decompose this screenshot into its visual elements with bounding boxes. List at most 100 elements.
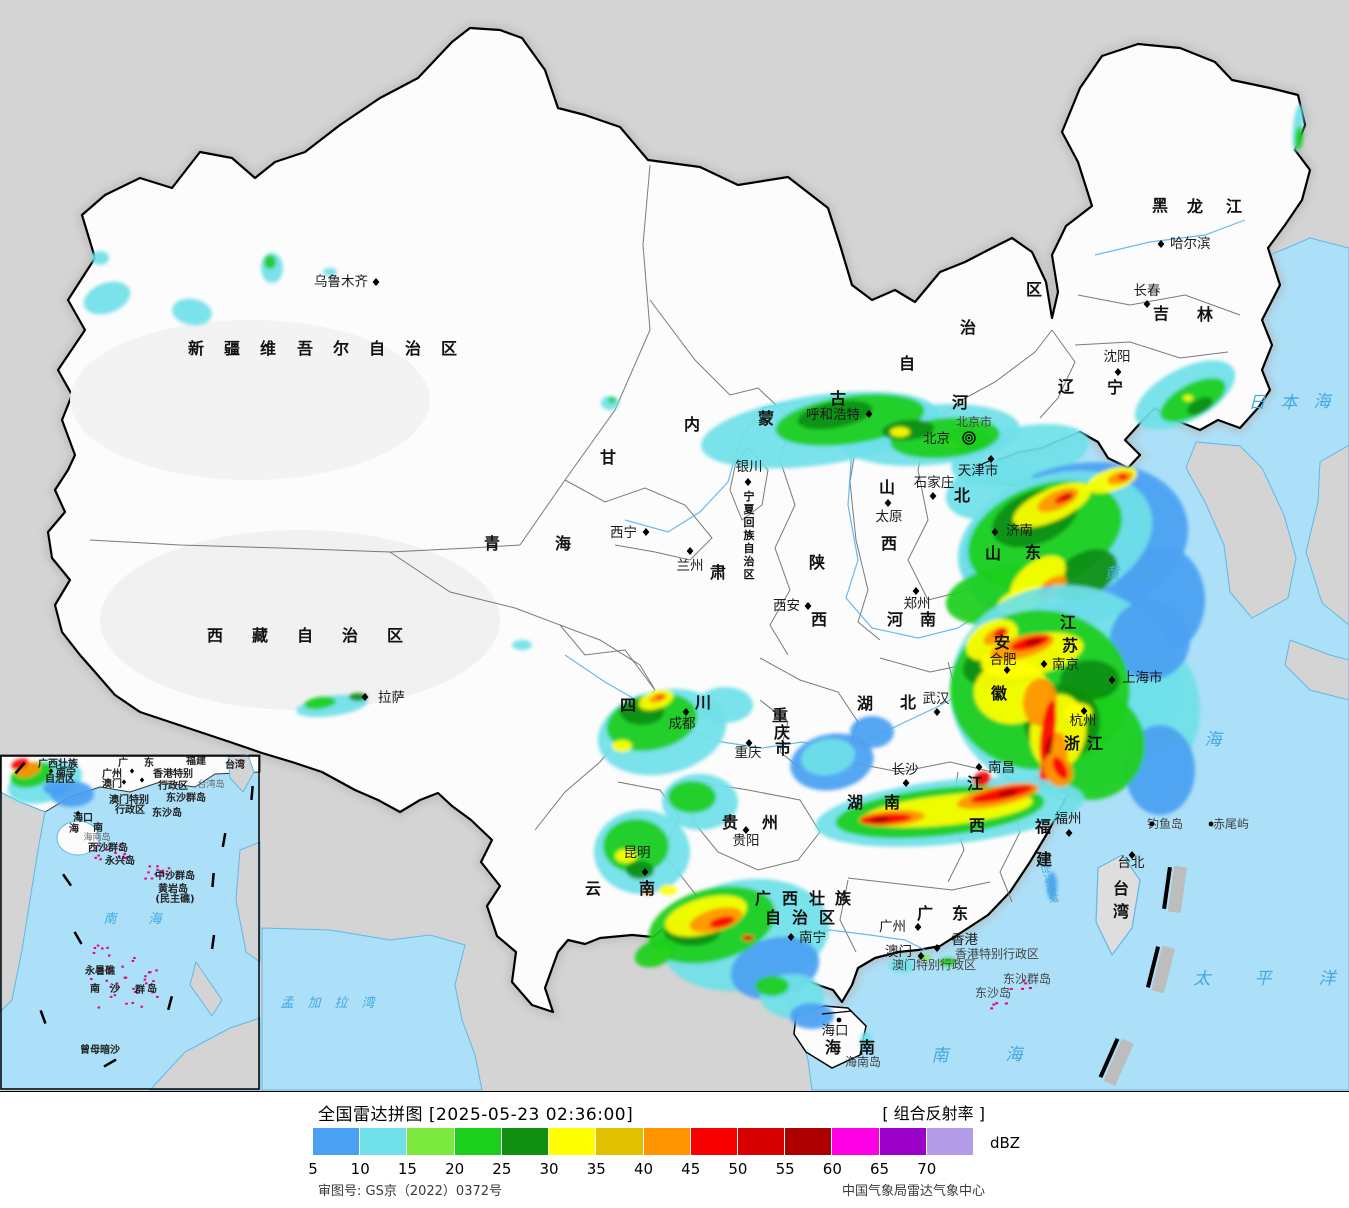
legend-tick: 40 <box>633 1160 654 1178</box>
province-label: 浙 <box>1064 734 1080 753</box>
city-label: 贵阳 <box>733 833 760 849</box>
legend-tick: 65 <box>870 1160 890 1178</box>
province-label: 自 <box>297 626 313 645</box>
radar-echo <box>634 938 678 968</box>
province-label: 治 <box>792 908 808 927</box>
pointer-line <box>977 460 990 467</box>
island-dot <box>147 971 151 974</box>
province-label: 自 <box>765 908 781 927</box>
river <box>624 401 1051 639</box>
legend-cell-50 <box>737 1128 786 1155</box>
inset-label: 澳门特别 <box>109 793 149 806</box>
city-marker <box>1108 676 1116 684</box>
radar-echo <box>1064 494 1072 500</box>
island-dot <box>109 985 112 988</box>
province-boundary <box>691 781 821 871</box>
radar-echo <box>790 1003 834 1029</box>
island-dot <box>990 1007 994 1010</box>
island-dot <box>93 946 97 949</box>
province-label: 甘 <box>600 448 616 467</box>
city-label: 天津市 <box>958 462 999 479</box>
province-label: 河 <box>952 393 968 412</box>
radar-echo <box>91 251 109 265</box>
province-label: 贵 <box>722 813 738 832</box>
island-dot <box>167 867 171 870</box>
radar-echo <box>659 885 677 895</box>
place-label: 香港特别行政区 <box>955 946 1039 961</box>
province-label: 徽 <box>990 684 1008 703</box>
foreign-landmass <box>1185 441 1297 619</box>
province-label: 台 <box>1113 879 1129 898</box>
island-dot <box>154 873 157 876</box>
radar-echo <box>264 255 276 269</box>
city-label: 香港 <box>951 932 979 948</box>
island-dot <box>148 865 152 868</box>
province-label: 海 <box>825 1038 841 1057</box>
province-label: 河 <box>887 610 903 629</box>
legend-cell-30 <box>549 1128 597 1155</box>
province-label: 自 <box>369 339 385 358</box>
radar-echo <box>172 298 212 326</box>
legend-tick: 35 <box>586 1160 606 1178</box>
province-label: 新 <box>188 339 204 358</box>
province-label: 区 <box>387 626 403 645</box>
island-dot <box>150 877 154 880</box>
boundary-dash <box>1145 946 1161 988</box>
province-label: 南 <box>859 1038 875 1057</box>
province-boundary <box>847 877 991 891</box>
city-label: 长春 <box>1134 283 1162 299</box>
sea-area <box>261 927 483 1091</box>
province-label: 族 <box>744 528 756 542</box>
island-dot <box>107 954 111 957</box>
island-dot <box>115 982 119 985</box>
radar-echo <box>871 816 889 824</box>
radar-map: 新疆维吾尔自治区西藏自治区青海内蒙古自治区甘肃陕西山西河北山东河南湖北湖南安徽江… <box>0 0 1349 1092</box>
island-dot <box>143 978 147 981</box>
boundary-dash <box>1098 1038 1120 1078</box>
radar-echo <box>697 687 753 723</box>
inset-label: 海南岛 <box>83 831 110 843</box>
inset-city-marker <box>121 779 127 785</box>
pointer-line <box>821 1010 853 1015</box>
legend-tick: 5 <box>308 1160 318 1178</box>
radar-echo <box>889 959 915 973</box>
radar-echo <box>323 268 337 276</box>
city-marker <box>991 528 999 536</box>
radar-echo <box>860 1032 872 1052</box>
legend-cell-70 <box>926 1128 975 1155</box>
island-dot <box>133 957 136 960</box>
city-label: 杭州 <box>1070 713 1097 729</box>
island-dot <box>113 994 117 997</box>
place-label: 钓鱼岛 <box>1147 816 1183 831</box>
capital-marker <box>967 436 971 440</box>
province-label: 重 <box>772 706 788 725</box>
inset-place-dot <box>76 811 80 815</box>
inset-sea-label: 海 <box>148 912 163 927</box>
legend-tick: 30 <box>539 1160 559 1178</box>
inset-landmass <box>235 841 261 963</box>
island-dot <box>992 1003 996 1006</box>
city-label: 南昌 <box>988 760 1015 776</box>
inset-label: 澳门 <box>102 777 122 790</box>
legend-tick: 50 <box>728 1160 748 1178</box>
province-label: 山 <box>879 478 895 497</box>
province-boundary <box>1077 294 1241 316</box>
legend-cell-5 <box>313 1128 361 1155</box>
island-dot <box>156 868 159 871</box>
radar-echo <box>890 427 910 437</box>
inset-label: 群 <box>135 983 145 996</box>
inset-label: 东沙岛 <box>152 806 182 819</box>
legend-cell-10 <box>360 1128 408 1155</box>
province-label: 夏 <box>744 503 756 516</box>
province-label: 建 <box>1036 850 1052 869</box>
city-label: 南宁 <box>799 929 826 946</box>
island-dot <box>124 976 128 979</box>
sea-label: 日 <box>1249 393 1267 413</box>
city-label: 银川 <box>736 459 763 475</box>
city-label: 石家庄 <box>914 474 955 491</box>
province-label: 宁 <box>1107 378 1123 397</box>
island-dot <box>1024 982 1028 985</box>
province-label: 湖 <box>857 694 873 713</box>
province-label: 尔 <box>333 339 349 358</box>
city-label: 长沙 <box>892 762 919 778</box>
